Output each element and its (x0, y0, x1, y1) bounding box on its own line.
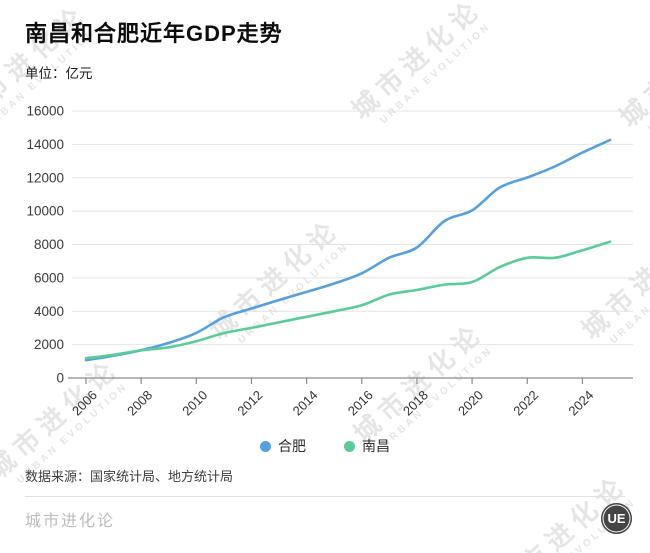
x-tick-label: 2016 (345, 387, 376, 418)
y-tick-label: 14000 (26, 137, 64, 152)
y-tick-label: 16000 (26, 104, 64, 119)
x-tick-label: 2020 (455, 387, 486, 418)
x-tick-label: 2014 (290, 387, 321, 418)
hefei-legend-dot (260, 440, 271, 452)
x-tick-label: 2024 (565, 387, 596, 418)
data-source-note: 数据来源：国家统计局、地方统计局 (25, 469, 234, 484)
x-tick-label: 2010 (179, 387, 210, 418)
nanchang-legend-dot (344, 440, 355, 452)
nanchang-line (84, 240, 612, 360)
x-tick-label: 2022 (510, 387, 541, 418)
page-title: 南昌和合肥近年GDP走势 (25, 21, 283, 46)
gdp-line-chart: 0 2000 4000 6000 8000 10000 12000 14000 16000 200… (26, 104, 633, 418)
footer-divider (25, 496, 625, 497)
legend-item-nanchang: 南昌 (344, 436, 390, 456)
unit-label: 单位：亿元 (25, 66, 93, 81)
y-tick-label: 0 (56, 371, 64, 386)
y-tick-label: 8000 (34, 237, 64, 252)
x-tick-label: 2008 (124, 387, 155, 418)
y-tick-label: 6000 (34, 270, 64, 285)
chart-legend: 合肥 南昌 (0, 436, 650, 456)
hefei-line (84, 138, 612, 362)
y-tick-label: 2000 (34, 337, 64, 352)
hefei-legend-label: 合肥 (278, 438, 306, 454)
x-tick-label: 2018 (400, 387, 431, 418)
x-tick-label: 2006 (69, 387, 100, 418)
legend-item-hefei: 合肥 (260, 436, 306, 456)
y-tick-label: 10000 (26, 204, 64, 219)
nanchang-legend-label: 南昌 (362, 438, 390, 454)
ue-logo: UE (601, 503, 632, 534)
y-tick-label: 4000 (34, 304, 64, 319)
x-tick-label: 2012 (234, 387, 265, 418)
brand-name: 城市进化论 (25, 513, 116, 530)
y-tick-label: 12000 (26, 170, 64, 185)
